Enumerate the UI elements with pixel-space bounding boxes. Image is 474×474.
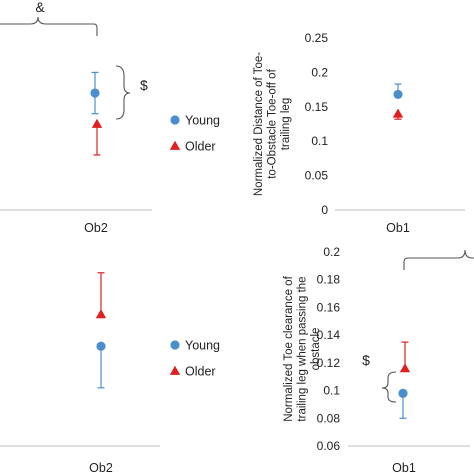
x-category-label: Ob2 xyxy=(89,461,113,474)
point-young xyxy=(90,88,100,98)
point-older xyxy=(399,363,411,373)
y-axis-title: Normalized Distance of Toe-to-Obstacle T… xyxy=(253,52,292,196)
point-young xyxy=(393,89,403,100)
x-category-label: Ob1 xyxy=(386,221,410,235)
bracket-path xyxy=(0,16,98,36)
y-tick-label: 0.06 xyxy=(317,439,341,453)
error-bar-young xyxy=(97,346,105,389)
y-tick-label: 0.12 xyxy=(317,356,341,370)
y-axis-title: Normalized Toe clearance of trailing leg … xyxy=(283,275,322,421)
y-axis-title-line: to-Obstacle Toe-off of xyxy=(267,68,279,178)
y-axis-title-line: Normalized Toe clearance of xyxy=(283,275,295,421)
bracket-path xyxy=(403,249,474,270)
legend-young-label: Young xyxy=(185,339,220,353)
y-axis-title-line: obstacle xyxy=(310,328,322,371)
chart-bottom-right: 0.06 0.08 0.1 0.12 0.14 0.16 0.18 0.2 Normalized… xyxy=(283,245,470,474)
y-tick-label: 0.1 xyxy=(323,384,340,398)
y-axis-title-line: trailing leg when passing the xyxy=(297,276,309,421)
bracket-dollar-bottom-right: $ xyxy=(362,352,397,403)
y-tick-label: 0 xyxy=(321,203,328,217)
y-tick-label: 0.08 xyxy=(317,411,341,425)
chart-bottom-left: Ob2 xyxy=(0,272,160,474)
point-older xyxy=(392,108,404,118)
bracket-dollar-top-left: $ xyxy=(115,65,148,120)
legend-older-label: Older xyxy=(185,365,216,379)
y-tick-label: 0.16 xyxy=(317,300,341,314)
bracket-ampersand: & xyxy=(0,0,98,36)
y-tick-label: 0.2 xyxy=(311,65,328,79)
legend-older-marker xyxy=(169,365,181,375)
bracket-path xyxy=(115,65,131,120)
y-tick-label: 0.15 xyxy=(305,100,329,114)
error-bar-older xyxy=(93,124,101,156)
point-older xyxy=(91,118,103,128)
y-tick-label: 0.18 xyxy=(317,273,341,287)
annotation-dollar: $ xyxy=(362,352,370,368)
legend-top: Young Older xyxy=(169,114,220,154)
bracket-path xyxy=(381,371,397,403)
y-tick-label: 0.05 xyxy=(305,169,329,183)
chart-top-right: 0 0.05 0.1 0.15 0.2 0.25 Normalized Distance o… xyxy=(253,31,465,235)
legend-young-marker xyxy=(170,340,180,350)
y-axis-title-line: Normalized Distance of Toe- xyxy=(253,52,265,196)
error-bar-older xyxy=(97,272,105,315)
point-young xyxy=(96,341,106,351)
annotation-ampersand: & xyxy=(35,0,45,15)
legend-bottom: Young Older xyxy=(169,339,220,379)
legend-older-marker xyxy=(169,140,181,150)
point-young xyxy=(398,388,408,398)
y-axis-title-line: trailing leg xyxy=(280,98,292,150)
legend-older-label: Older xyxy=(185,140,216,154)
point-older xyxy=(95,309,107,319)
y-tick-label: 0.14 xyxy=(317,328,341,342)
y-tick-label: 0.25 xyxy=(305,31,329,45)
annotation-dollar: $ xyxy=(140,77,148,93)
chart-top-left: Ob2 xyxy=(0,71,152,235)
bracket-top-bottom-right xyxy=(403,249,474,270)
x-category-label: Ob1 xyxy=(392,461,416,474)
legend-young-marker xyxy=(170,115,180,125)
x-category-label: Ob2 xyxy=(84,221,108,235)
legend-young-label: Young xyxy=(185,114,220,128)
y-tick-label: 0.1 xyxy=(311,134,328,148)
y-tick-label: 0.2 xyxy=(323,245,340,259)
